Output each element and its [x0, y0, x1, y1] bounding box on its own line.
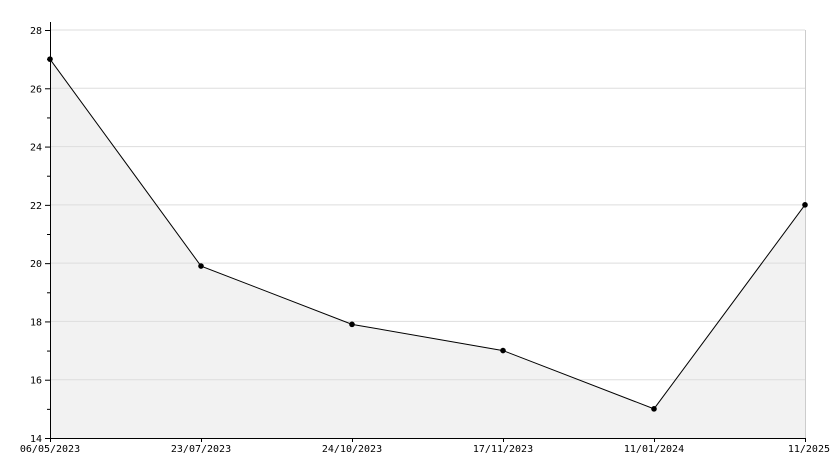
y-tick-label: 28 — [30, 26, 42, 37]
x-tick-label: 17/11/2023 — [473, 444, 533, 455]
data-point — [500, 347, 506, 354]
y-tick-label: 18 — [30, 317, 42, 328]
y-tick-label: 16 — [30, 376, 42, 387]
area-fill — [50, 59, 805, 439]
data-point — [651, 406, 657, 412]
y-tick-label: 22 — [30, 201, 42, 212]
x-tick-label: 11/01/2024 — [624, 444, 684, 455]
data-point — [47, 56, 53, 62]
x-tick-label: 06/05/2023 — [20, 444, 80, 455]
data-point — [198, 263, 204, 269]
y-tick-label: 20 — [30, 259, 42, 270]
y-tick-label: 26 — [30, 84, 42, 95]
x-tick-label: 23/07/2023 — [171, 444, 231, 455]
x-tick-label: 24/10/2023 — [322, 444, 382, 455]
data-point — [349, 321, 355, 328]
y-tick-label: 14 — [30, 434, 42, 445]
x-tick-label: 11/2025 — [788, 444, 830, 455]
y-tick-label: 24 — [30, 143, 42, 154]
data-point — [802, 202, 808, 208]
series-line — [49, 58, 806, 410]
